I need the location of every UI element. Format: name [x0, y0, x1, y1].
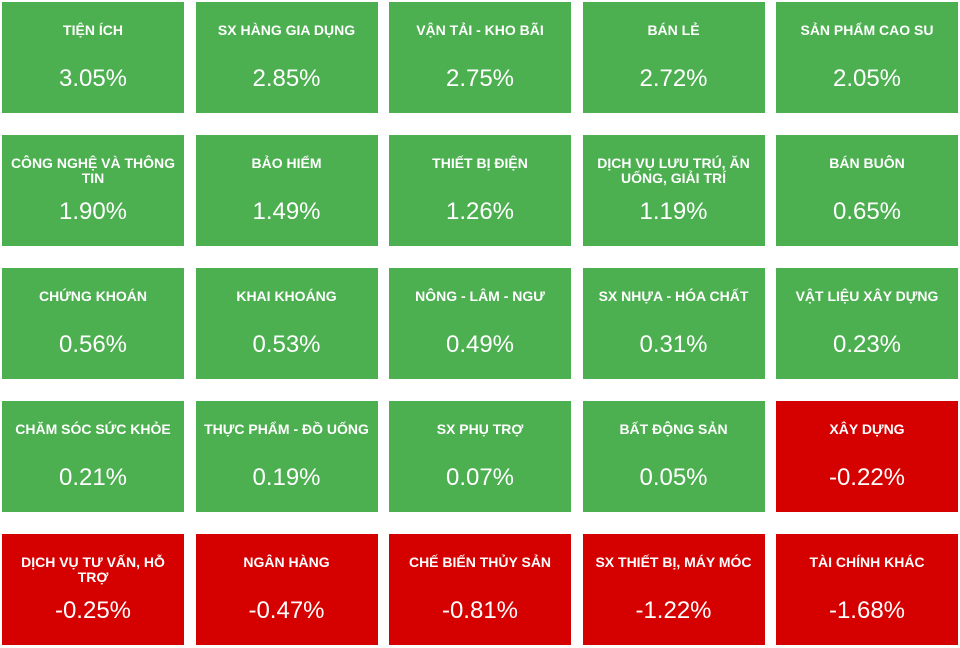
sector-tile: KHAI KHOÁNG 0.53% [195, 268, 378, 379]
sector-name: VẬN TẢI - KHO BÃI [416, 22, 544, 38]
sector-tile: BẢO HIỂM 1.49% [195, 135, 378, 246]
sector-change: 0.23% [832, 331, 902, 358]
sector-change: -0.47% [248, 597, 325, 624]
sector-name: SX THIẾT BỊ, MÁY MÓC [595, 554, 752, 570]
sector-change: 0.31% [639, 331, 708, 358]
sector-tile: XÂY DỰNG -0.22% [776, 401, 958, 512]
sector-name: CHẾ BIẾN THỦY SẢN [408, 554, 552, 570]
sector-name: THIẾT BỊ ĐIỆN [432, 155, 528, 171]
sector-tile: BÁN LẺ 2.72% [582, 2, 765, 113]
sector-change: 0.65% [832, 198, 902, 225]
sector-change: -0.22% [828, 464, 906, 491]
sector-change: 1.90% [58, 198, 128, 225]
sector-name: TÀI CHÍNH KHÁC [809, 554, 925, 570]
sector-tile: CÔNG NGHỆ VÀ THÔNG TIN 1.90% [2, 135, 184, 246]
sector-tile: NÔNG - LÂM - NGƯ 0.49% [389, 268, 571, 379]
sector-tile: SX PHỤ TRỢ 0.07% [389, 401, 571, 512]
sector-tile: VẬT LIỆU XÂY DỰNG 0.23% [776, 268, 958, 379]
sector-tile: BẤT ĐỘNG SẢN 0.05% [582, 401, 765, 512]
sector-tile: SX NHỰA - HÓA CHẤT 0.31% [582, 268, 765, 379]
sector-name: TIỆN ÍCH [63, 22, 123, 38]
sector-name: BẢO HIỂM [251, 155, 322, 171]
sector-name: DỊCH VỤ LƯU TRÚ, ĂN UỐNG, GIẢI TRÍ [597, 155, 750, 186]
sector-tile: SX HÀNG GIA DỤNG 2.85% [195, 2, 378, 113]
sector-change: 1.26% [445, 198, 515, 225]
sector-change: -1.68% [828, 597, 906, 624]
sector-name: SX PHỤ TRỢ [436, 421, 524, 437]
sector-name: BÁN BUÔN [829, 155, 905, 171]
sector-tile: BÁN BUÔN 0.65% [776, 135, 958, 246]
sector-change: -0.81% [441, 597, 519, 624]
sector-change: -0.25% [54, 597, 132, 624]
sector-change: 2.05% [832, 65, 902, 92]
sector-name: NGÂN HÀNG [243, 554, 330, 570]
sector-name: CÔNG NGHỆ VÀ THÔNG TIN [10, 155, 176, 186]
sector-change: 0.53% [252, 331, 321, 358]
sector-tile: DỊCH VỤ LƯU TRÚ, ĂN UỐNG, GIẢI TRÍ 1.19% [582, 135, 765, 246]
sector-tile: CHẾ BIẾN THỦY SẢN -0.81% [389, 534, 571, 645]
sector-tile: THỰC PHẨM - ĐỒ UỐNG 0.19% [195, 401, 378, 512]
sector-change: 2.72% [639, 65, 708, 92]
sector-name: XÂY DỰNG [829, 421, 905, 437]
sector-tile: CHỨNG KHOÁN 0.56% [2, 268, 184, 379]
sector-change: -1.22% [635, 597, 712, 624]
sector-change: 1.49% [252, 198, 321, 225]
sector-name: CHĂM SÓC SỨC KHỎE [15, 421, 171, 437]
sector-name: THỰC PHẨM - ĐỒ UỐNG [204, 421, 369, 437]
sector-name: VẬT LIỆU XÂY DỰNG [795, 288, 939, 304]
sector-tile: DỊCH VỤ TƯ VẤN, HỖ TRỢ -0.25% [2, 534, 184, 645]
sector-tile: SX THIẾT BỊ, MÁY MÓC -1.22% [582, 534, 765, 645]
sector-tile: SẢN PHẨM CAO SU 2.05% [776, 2, 958, 113]
sector-tile: TÀI CHÍNH KHÁC -1.68% [776, 534, 958, 645]
sector-name: BẤT ĐỘNG SẢN [619, 421, 728, 437]
sector-change: 0.07% [445, 464, 515, 491]
sector-change: 2.75% [445, 65, 515, 92]
sector-name: DỊCH VỤ TƯ VẤN, HỖ TRỢ [21, 554, 165, 585]
sector-tile: NGÂN HÀNG -0.47% [195, 534, 378, 645]
sector-name: SX NHỰA - HÓA CHẤT [598, 288, 749, 304]
sector-tile: VẬN TẢI - KHO BÃI 2.75% [389, 2, 571, 113]
sector-change: 0.05% [639, 464, 708, 491]
sector-change: 0.21% [58, 464, 128, 491]
sector-tile: TIỆN ÍCH 3.05% [2, 2, 184, 113]
sector-name: NÔNG - LÂM - NGƯ [415, 288, 545, 304]
sector-change: 0.56% [58, 331, 128, 358]
sector-change: 0.19% [252, 464, 321, 491]
sector-change: 0.49% [445, 331, 515, 358]
sector-name: SẢN PHẨM CAO SU [800, 22, 934, 38]
sector-name: KHAI KHOÁNG [236, 288, 337, 304]
sector-change: 1.19% [639, 198, 708, 225]
sector-change: 3.05% [58, 65, 128, 92]
sector-name: SX HÀNG GIA DỤNG [217, 22, 356, 38]
sector-name: BÁN LẺ [647, 22, 700, 38]
sector-tile: THIẾT BỊ ĐIỆN 1.26% [389, 135, 571, 246]
sector-change: 2.85% [252, 65, 321, 92]
sector-name: CHỨNG KHOÁN [38, 288, 148, 304]
sector-tile: CHĂM SÓC SỨC KHỎE 0.21% [2, 401, 184, 512]
